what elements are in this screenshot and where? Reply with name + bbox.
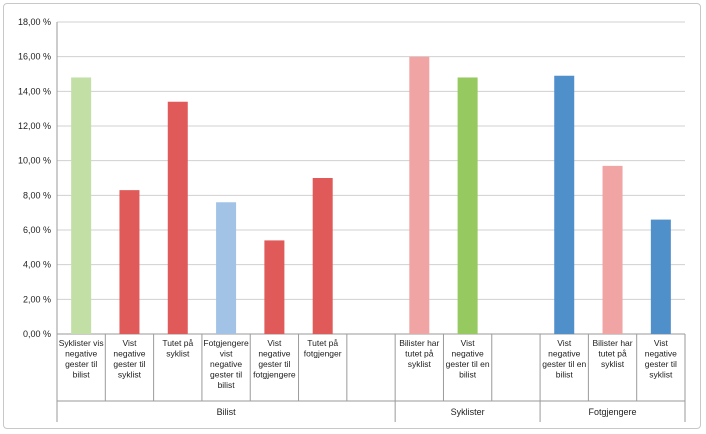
bar [119, 190, 140, 334]
group-label: Syklister [451, 407, 485, 417]
category-label: vist [220, 349, 233, 359]
chart-frame [3, 3, 701, 429]
category-label: negative [258, 349, 290, 359]
category-label: Vist [461, 338, 476, 348]
category-label: bilist [73, 370, 91, 380]
category-label: negative [65, 349, 97, 359]
category-label: syklist [649, 370, 673, 380]
category-label: gester til [65, 359, 97, 369]
bar [650, 219, 671, 334]
category-label: gester til [113, 359, 145, 369]
category-label: syklist [118, 370, 142, 380]
category-label: Tutet på [162, 338, 193, 348]
category-label: Tutet på [307, 338, 338, 348]
category-label: tutet på [598, 349, 627, 359]
bar [409, 56, 430, 335]
y-tick-label: 14,00 % [18, 86, 51, 96]
category-label: Syklister vis [59, 338, 104, 348]
category-label: gester til en [446, 359, 490, 369]
category-label: Bilister har [592, 338, 632, 348]
category-label: syklist [166, 349, 190, 359]
category-label: syklist [601, 359, 625, 369]
category-label: Vist [122, 338, 137, 348]
category-label: fotgjenger [304, 349, 342, 359]
category-label: gester til [645, 359, 677, 369]
bar [71, 77, 92, 334]
category-label: bilist [556, 370, 574, 380]
category-label: Fotgjengere [203, 338, 249, 348]
group-label: Fotgjengere [589, 407, 637, 417]
category-label: tutet på [405, 349, 434, 359]
category-label: negative [645, 349, 677, 359]
y-tick-label: 8,00 % [23, 190, 51, 200]
bar [312, 178, 333, 334]
category-label: negative [113, 349, 145, 359]
bar [457, 77, 478, 334]
bar [216, 202, 237, 334]
bar [602, 165, 623, 334]
category-label: Vist [267, 338, 282, 348]
category-label: Vist [557, 338, 572, 348]
bar [554, 75, 575, 334]
y-tick-label: 10,00 % [18, 156, 51, 166]
category-label: gester til [258, 359, 290, 369]
category-label: fotgjengere [253, 370, 296, 380]
y-tick-label: 4,00 % [23, 260, 51, 270]
category-label: bilist [218, 380, 236, 390]
y-tick-label: 6,00 % [23, 225, 51, 235]
category-label: gester til en [542, 359, 586, 369]
category-label: negative [548, 349, 580, 359]
group-label: Bilist [217, 407, 237, 417]
category-label: gester til [210, 370, 242, 380]
category-label: Bilister har [399, 338, 439, 348]
category-label: negative [210, 359, 242, 369]
category-label: syklist [408, 359, 432, 369]
y-tick-label: 12,00 % [18, 121, 51, 131]
bar [167, 101, 188, 334]
category-label: bilist [459, 370, 477, 380]
y-tick-label: 16,00 % [18, 52, 51, 62]
y-tick-label: 0,00 % [23, 329, 51, 339]
category-label: Vist [654, 338, 669, 348]
category-label: negative [452, 349, 484, 359]
y-tick-label: 2,00 % [23, 294, 51, 304]
y-tick-label: 18,00 % [18, 17, 51, 27]
bar [264, 240, 285, 334]
